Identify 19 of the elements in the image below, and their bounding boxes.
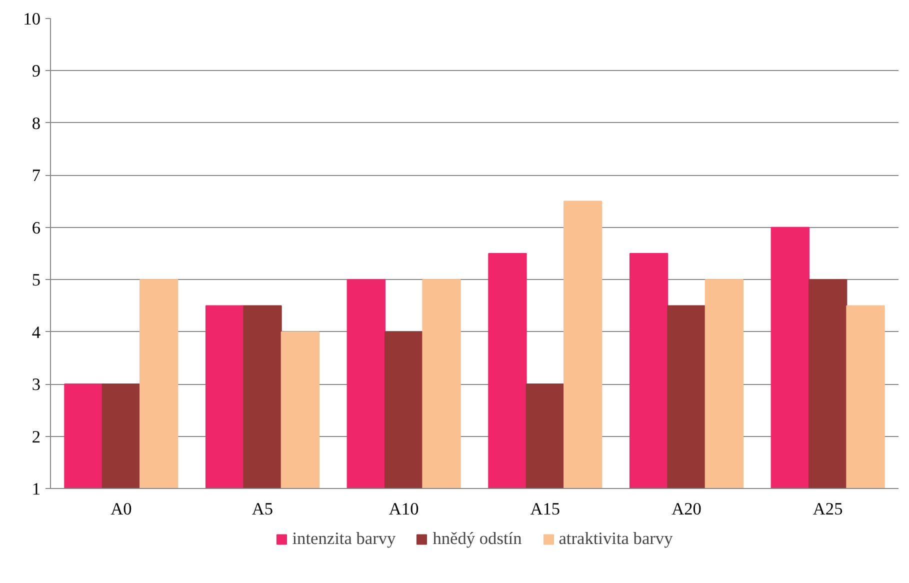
legend-label: intenzita barvy [292,529,396,549]
y-tick-label: 5 [32,270,41,290]
y-tick-label: 2 [32,427,41,446]
legend-label: hnědý odstín [432,529,522,549]
y-tick-label: 10 [23,10,40,28]
y-tick-label: 3 [32,375,41,394]
x-tick-label: A5 [252,500,274,518]
x-tick-label: A20 [672,500,702,518]
y-tick-label: 6 [32,218,41,238]
y-tick-label: 9 [32,62,41,81]
x-tick-label: A0 [110,500,132,518]
y-tick-label: 4 [32,322,41,342]
legend-label: atraktivita barvy [558,529,673,549]
y-tick-label: 1 [32,480,41,498]
x-tick-label: A15 [530,500,560,518]
x-tick-label: A10 [388,500,419,518]
x-tick-label: A25 [812,500,843,518]
y-tick-label: 7 [32,166,41,186]
y-tick-label: 8 [32,114,41,133]
